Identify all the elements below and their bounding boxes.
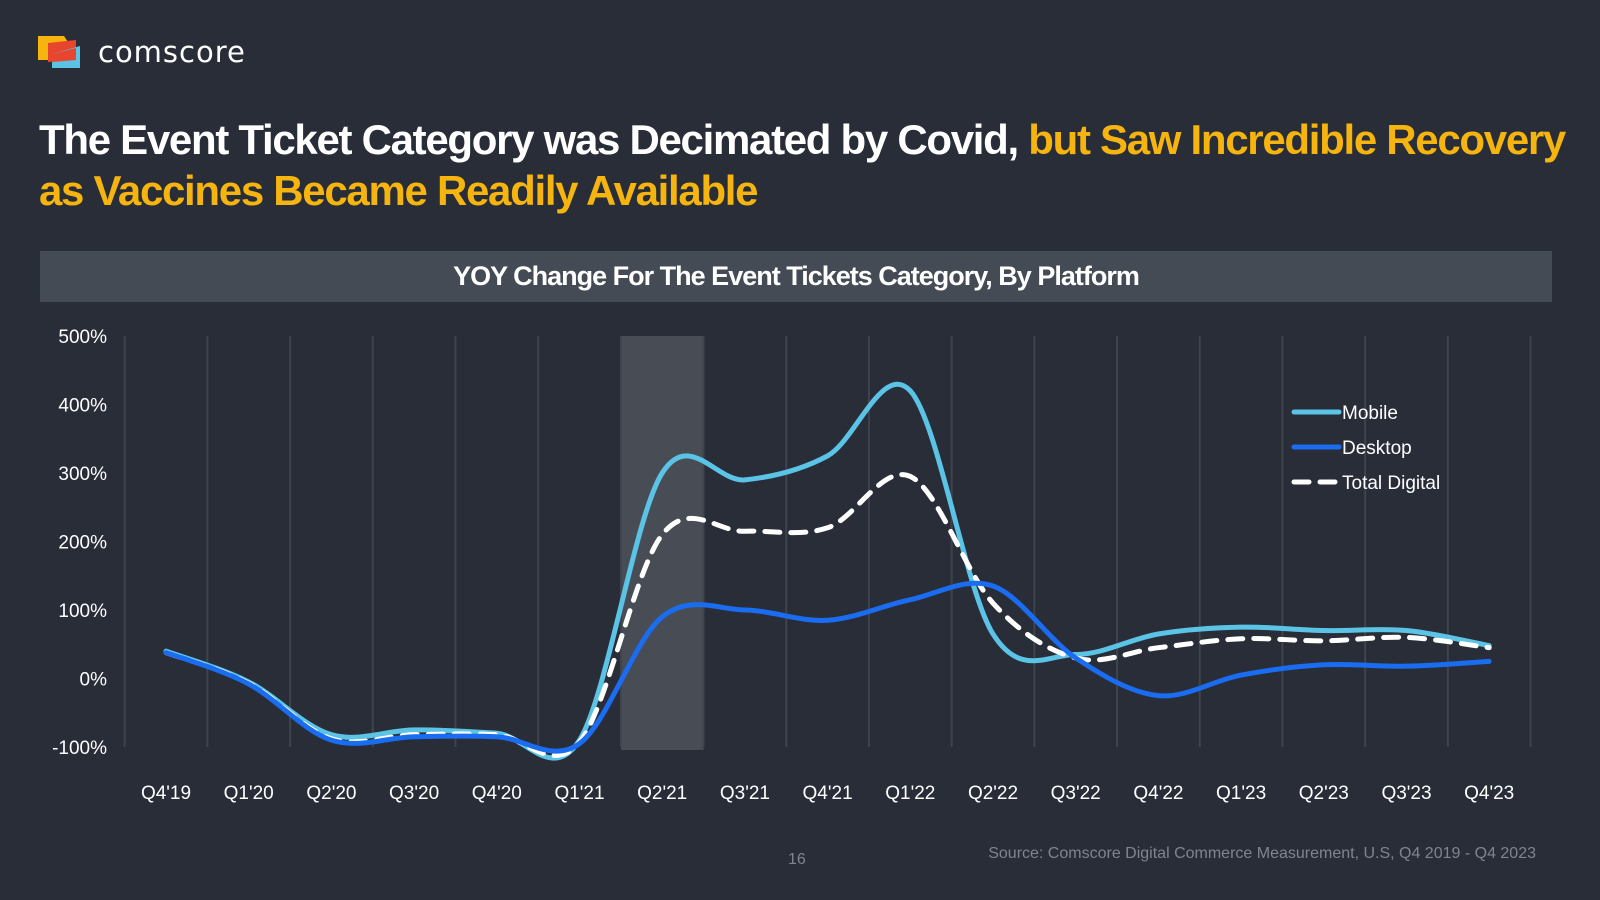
source-footnote: Source: Comscore Digital Commerce Measur… — [988, 845, 1536, 862]
x-tick-label: Q1'22 — [885, 783, 935, 804]
chart-title-banner: YOY Change For The Event Tickets Categor… — [40, 251, 1552, 302]
x-tick-label: Q4'21 — [803, 783, 853, 804]
y-tick-label: 300% — [58, 464, 107, 485]
legend-label-mobile: Mobile — [1342, 403, 1398, 424]
series-line-mobile — [163, 381, 1492, 761]
y-tick-label: 400% — [58, 396, 107, 417]
legend-label-desktop: Desktop — [1342, 438, 1412, 459]
x-tick-label: Q4'19 — [141, 783, 191, 804]
highlight-band — [620, 336, 704, 750]
x-tick-label: Q3'21 — [720, 783, 770, 804]
y-tick-label: 500% — [58, 327, 107, 348]
x-tick-label: Q2'21 — [637, 783, 687, 804]
x-tick-label: Q2'22 — [968, 783, 1018, 804]
series-line-desktop — [163, 580, 1492, 754]
x-tick-label: Q2'23 — [1299, 783, 1349, 804]
x-tick-label: Q4'20 — [472, 783, 522, 804]
brand-name: comscore — [98, 35, 246, 69]
y-tick-label: -100% — [52, 738, 107, 759]
x-tick-label: Q2'20 — [306, 783, 356, 804]
x-tick-label: Q4'22 — [1133, 783, 1183, 804]
y-tick-label: 100% — [58, 601, 107, 622]
legend-label-total-digital: Total Digital — [1342, 473, 1440, 494]
y-tick-label: 0% — [80, 670, 108, 691]
x-tick-label: Q3'23 — [1381, 783, 1431, 804]
comscore-logo-icon — [38, 36, 80, 68]
x-tick-label: Q3'22 — [1051, 783, 1101, 804]
title-part-white: The Event Ticket Category was Decimated … — [39, 116, 1029, 163]
x-tick-label: Q1'21 — [554, 783, 604, 804]
page-title: The Event Ticket Category was Decimated … — [39, 114, 1569, 216]
brand-logo: comscore — [38, 34, 246, 70]
series-line-total-digital — [163, 472, 1492, 758]
title-part-highlight: but Saw Incredible Recovery as Vaccines … — [39, 116, 1566, 214]
y-tick-label: 200% — [58, 533, 107, 554]
x-tick-label: Q1'23 — [1216, 783, 1266, 804]
x-tick-label: Q1'20 — [224, 783, 274, 804]
page-number: 16 — [788, 851, 806, 868]
x-tick-label: Q3'20 — [389, 783, 439, 804]
x-tick-label: Q4'23 — [1464, 783, 1514, 804]
